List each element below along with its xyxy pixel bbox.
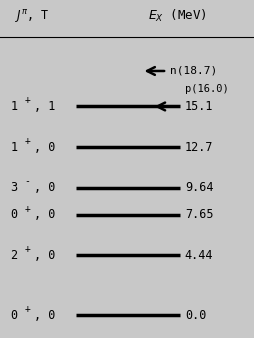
- Text: , 1: , 1: [34, 100, 56, 113]
- Text: $J^{\pi}$, T: $J^{\pi}$, T: [15, 8, 50, 25]
- Text: , 0: , 0: [34, 141, 56, 153]
- Text: 7.65: 7.65: [184, 208, 213, 221]
- Text: +: +: [24, 136, 30, 146]
- Text: 3: 3: [10, 181, 17, 194]
- Text: +: +: [24, 95, 30, 105]
- Text: p(16.0): p(16.0): [184, 84, 228, 94]
- Text: , 0: , 0: [34, 181, 56, 194]
- Text: 4.44: 4.44: [184, 249, 213, 262]
- Text: +: +: [24, 244, 30, 254]
- Text: n(18.7): n(18.7): [169, 66, 216, 76]
- Text: 1: 1: [10, 141, 17, 153]
- Text: $\mathit{E}_{\mathit{X}}$ (MeV): $\mathit{E}_{\mathit{X}}$ (MeV): [147, 8, 206, 24]
- Text: +: +: [24, 203, 30, 214]
- Text: , 0: , 0: [34, 309, 56, 321]
- Text: 15.1: 15.1: [184, 100, 213, 113]
- Text: 2: 2: [10, 249, 17, 262]
- Text: 9.64: 9.64: [184, 181, 213, 194]
- Text: , 0: , 0: [34, 208, 56, 221]
- Text: 0: 0: [10, 208, 17, 221]
- Text: 1: 1: [10, 100, 17, 113]
- Text: 0.0: 0.0: [184, 309, 205, 321]
- Text: , 0: , 0: [34, 249, 56, 262]
- Text: -: -: [24, 176, 30, 187]
- Text: 12.7: 12.7: [184, 141, 213, 153]
- Text: +: +: [24, 304, 30, 314]
- Text: 0: 0: [10, 309, 17, 321]
